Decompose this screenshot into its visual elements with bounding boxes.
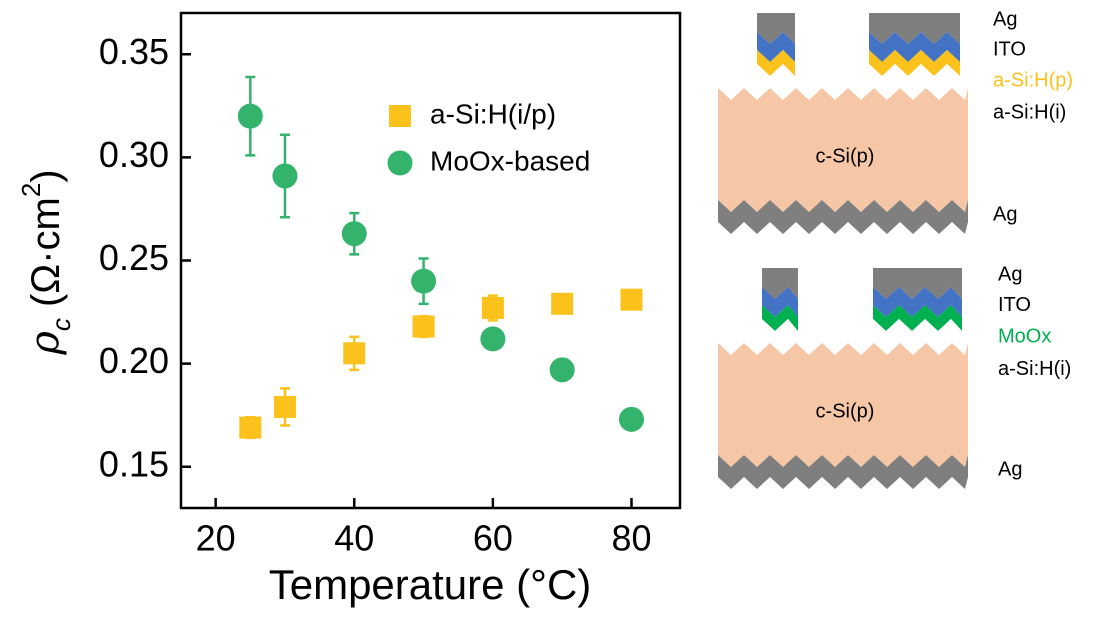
point	[620, 288, 643, 311]
layer	[869, 32, 960, 62]
point	[481, 296, 504, 319]
y-axis-title: ρc (Ω·cm2)	[16, 169, 76, 355]
device-diagrams: Ag ITO a-Si:H(p) a-Si:H(i) c-Si(p) Ag Ag ITO MoO…	[718, 8, 1073, 489]
point	[343, 342, 366, 365]
y-title-part: c	[46, 318, 76, 331]
layer	[757, 50, 795, 76]
layer	[869, 64, 960, 88]
substrate-label: c-Si(p)	[816, 400, 875, 422]
layer	[762, 319, 798, 343]
point	[272, 163, 298, 189]
layer	[762, 287, 798, 317]
point	[237, 103, 263, 129]
layer	[869, 50, 960, 76]
layer	[873, 305, 962, 331]
y-title-part: (Ω·cm	[24, 197, 68, 318]
layer	[762, 268, 798, 299]
y-tick-label: 0.25	[99, 237, 169, 278]
layer-label: a-Si:H(p)	[993, 69, 1073, 91]
layer	[718, 455, 968, 489]
x-axis-title: Temperature (°C)	[269, 561, 592, 608]
layer	[762, 305, 798, 331]
point	[549, 357, 575, 383]
point	[411, 268, 437, 294]
point	[480, 326, 506, 352]
layer-label: Ag	[993, 8, 1017, 30]
x-tick-label: 40	[334, 518, 374, 559]
layer-label: MoOx	[998, 325, 1051, 347]
layer-label: a-Si:H(i)	[998, 358, 1071, 380]
substrate-label: c-Si(p)	[816, 145, 875, 167]
point	[412, 315, 435, 338]
y-title-part: )	[24, 169, 68, 182]
layer	[757, 32, 795, 62]
layer-label: ITO	[998, 294, 1031, 316]
legend-marker	[387, 150, 413, 176]
layer	[757, 13, 795, 44]
layer	[718, 200, 968, 234]
layer	[757, 64, 795, 88]
layer-label: ITO	[993, 38, 1026, 60]
legend-label: a-Si:H(i/p)	[430, 98, 556, 129]
x-tick-label: 20	[196, 518, 236, 559]
layer-label: Ag	[998, 263, 1022, 285]
layer	[718, 343, 968, 467]
point	[551, 292, 574, 315]
layer	[873, 268, 962, 299]
layer-label: a-Si:H(i)	[993, 101, 1066, 123]
legend-marker	[389, 105, 411, 127]
plot-frame	[179, 11, 682, 510]
layer	[873, 319, 962, 343]
point	[239, 416, 262, 439]
legend-label: MoOx-based	[430, 145, 590, 176]
layer	[873, 287, 962, 317]
layer	[869, 13, 960, 44]
x-tick-label: 60	[473, 518, 513, 559]
y-title-part: 2	[16, 183, 46, 197]
bottom-label: Ag	[998, 458, 1022, 480]
point	[273, 395, 296, 418]
y-tick-label: 0.15	[99, 443, 169, 484]
point	[618, 406, 644, 432]
y-tick-label: 0.35	[99, 31, 169, 72]
layer	[718, 88, 968, 212]
bottom-label: Ag	[993, 203, 1017, 225]
x-tick-label: 80	[611, 518, 651, 559]
y-tick-label: 0.30	[99, 134, 169, 175]
y-tick-label: 0.20	[99, 340, 169, 381]
y-title-part: ρ	[22, 331, 68, 356]
point	[341, 221, 367, 247]
